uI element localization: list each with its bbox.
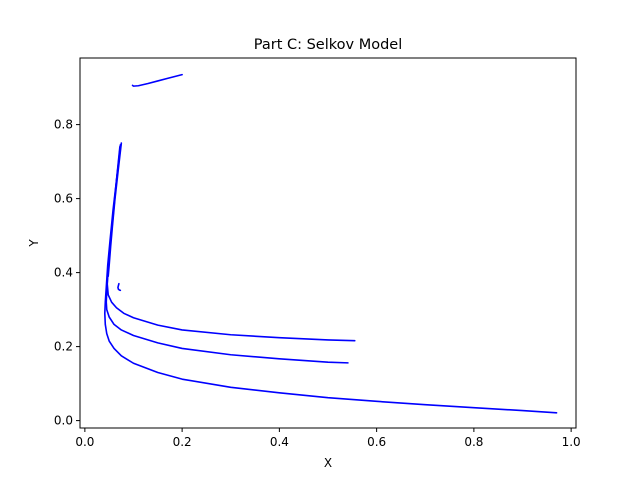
y-axis-label: Y [27, 239, 41, 248]
y-tick-label: 0.8 [54, 118, 73, 132]
x-axis-label: X [324, 456, 332, 470]
x-tick-label: 1.0 [562, 435, 581, 449]
series-layer [104, 73, 558, 414]
y-tick-label: 0.0 [54, 414, 73, 428]
trajectory-line-4 [104, 144, 558, 414]
trajectory-line-5 [117, 282, 122, 292]
x-tick-label: 0.4 [270, 435, 289, 449]
plot-frame [79, 57, 577, 429]
x-tick-label: 0.2 [173, 435, 192, 449]
y-tick-label: 0.2 [54, 340, 73, 354]
chart-title: Part C: Selkov Model [254, 37, 402, 53]
trajectory-line-6 [131, 73, 183, 87]
y-tick-label: 0.6 [54, 192, 73, 206]
x-axis: 0.0 0.2 0.4 0.6 0.8 1.0 [75, 428, 581, 449]
y-tick-label: 0.4 [54, 266, 73, 280]
x-tick-label: 0.8 [464, 435, 483, 449]
x-tick-label: 0.0 [75, 435, 94, 449]
x-tick-label: 0.6 [367, 435, 386, 449]
y-axis: 0.0 0.2 0.4 0.6 0.8 [54, 118, 80, 428]
